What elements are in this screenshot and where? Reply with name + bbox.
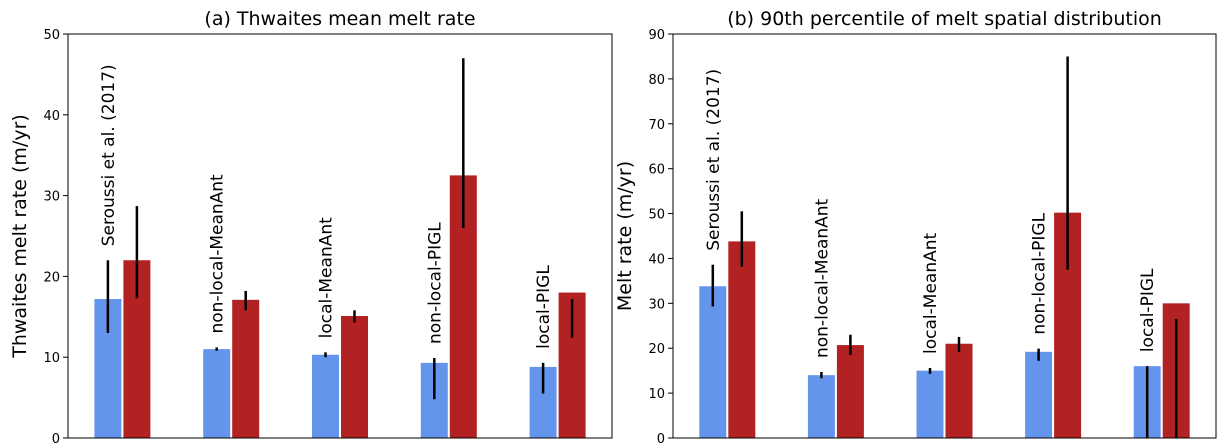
bar <box>945 343 973 438</box>
category-label: non-local-MeanAnt <box>208 174 228 334</box>
chart-title: (a) Thwaites mean melt rate <box>204 8 475 30</box>
y-tick-label: 0 <box>657 432 665 446</box>
y-tick-label: 30 <box>648 297 665 312</box>
category-label: local-PIGL <box>534 265 554 349</box>
plot-frame <box>67 33 613 439</box>
bar <box>312 354 339 438</box>
category-label: non-local-PIGL <box>425 222 445 344</box>
y-tick-label: 50 <box>43 28 60 43</box>
chart-title: (b) 90th percentile of melt spatial dist… <box>727 8 1162 30</box>
category-label: Seroussi et al. (2017) <box>704 69 724 251</box>
category-label: local-MeanAnt <box>317 217 337 338</box>
bar <box>916 370 944 438</box>
bar <box>341 315 368 438</box>
y-tick-label: 60 <box>648 163 665 178</box>
bar <box>699 286 727 438</box>
category-label: non-local-PIGL <box>1030 212 1050 334</box>
plot-frame <box>672 33 1217 439</box>
bar <box>728 241 756 438</box>
bar <box>807 375 835 438</box>
y-axis-label: Melt rate (m/yr) <box>614 161 636 311</box>
y-tick-label: 30 <box>43 190 60 205</box>
y-tick-label: 0 <box>52 432 60 446</box>
bar <box>836 345 864 438</box>
y-tick-label: 10 <box>648 387 665 402</box>
bar <box>203 349 231 438</box>
bar <box>1025 351 1053 438</box>
y-tick-label: 40 <box>43 109 60 124</box>
y-tick-label: 40 <box>648 252 665 267</box>
category-label: Seroussi et al. (2017) <box>99 64 119 246</box>
y-tick-label: 80 <box>648 73 665 88</box>
y-tick-label: 90 <box>648 28 665 43</box>
y-tick-label: 20 <box>43 270 60 285</box>
y-tick-label: 20 <box>648 342 665 357</box>
bar <box>232 299 260 438</box>
y-tick-label: 10 <box>43 351 60 366</box>
category-label: local-PIGL <box>1138 268 1158 352</box>
category-label: non-local-MeanAnt <box>812 198 832 358</box>
y-tick-label: 70 <box>648 118 665 133</box>
y-axis-label: Thwaites melt rate (m/yr) <box>9 114 31 359</box>
category-label: local-MeanAnt <box>921 233 941 354</box>
y-tick-label: 50 <box>648 208 665 223</box>
